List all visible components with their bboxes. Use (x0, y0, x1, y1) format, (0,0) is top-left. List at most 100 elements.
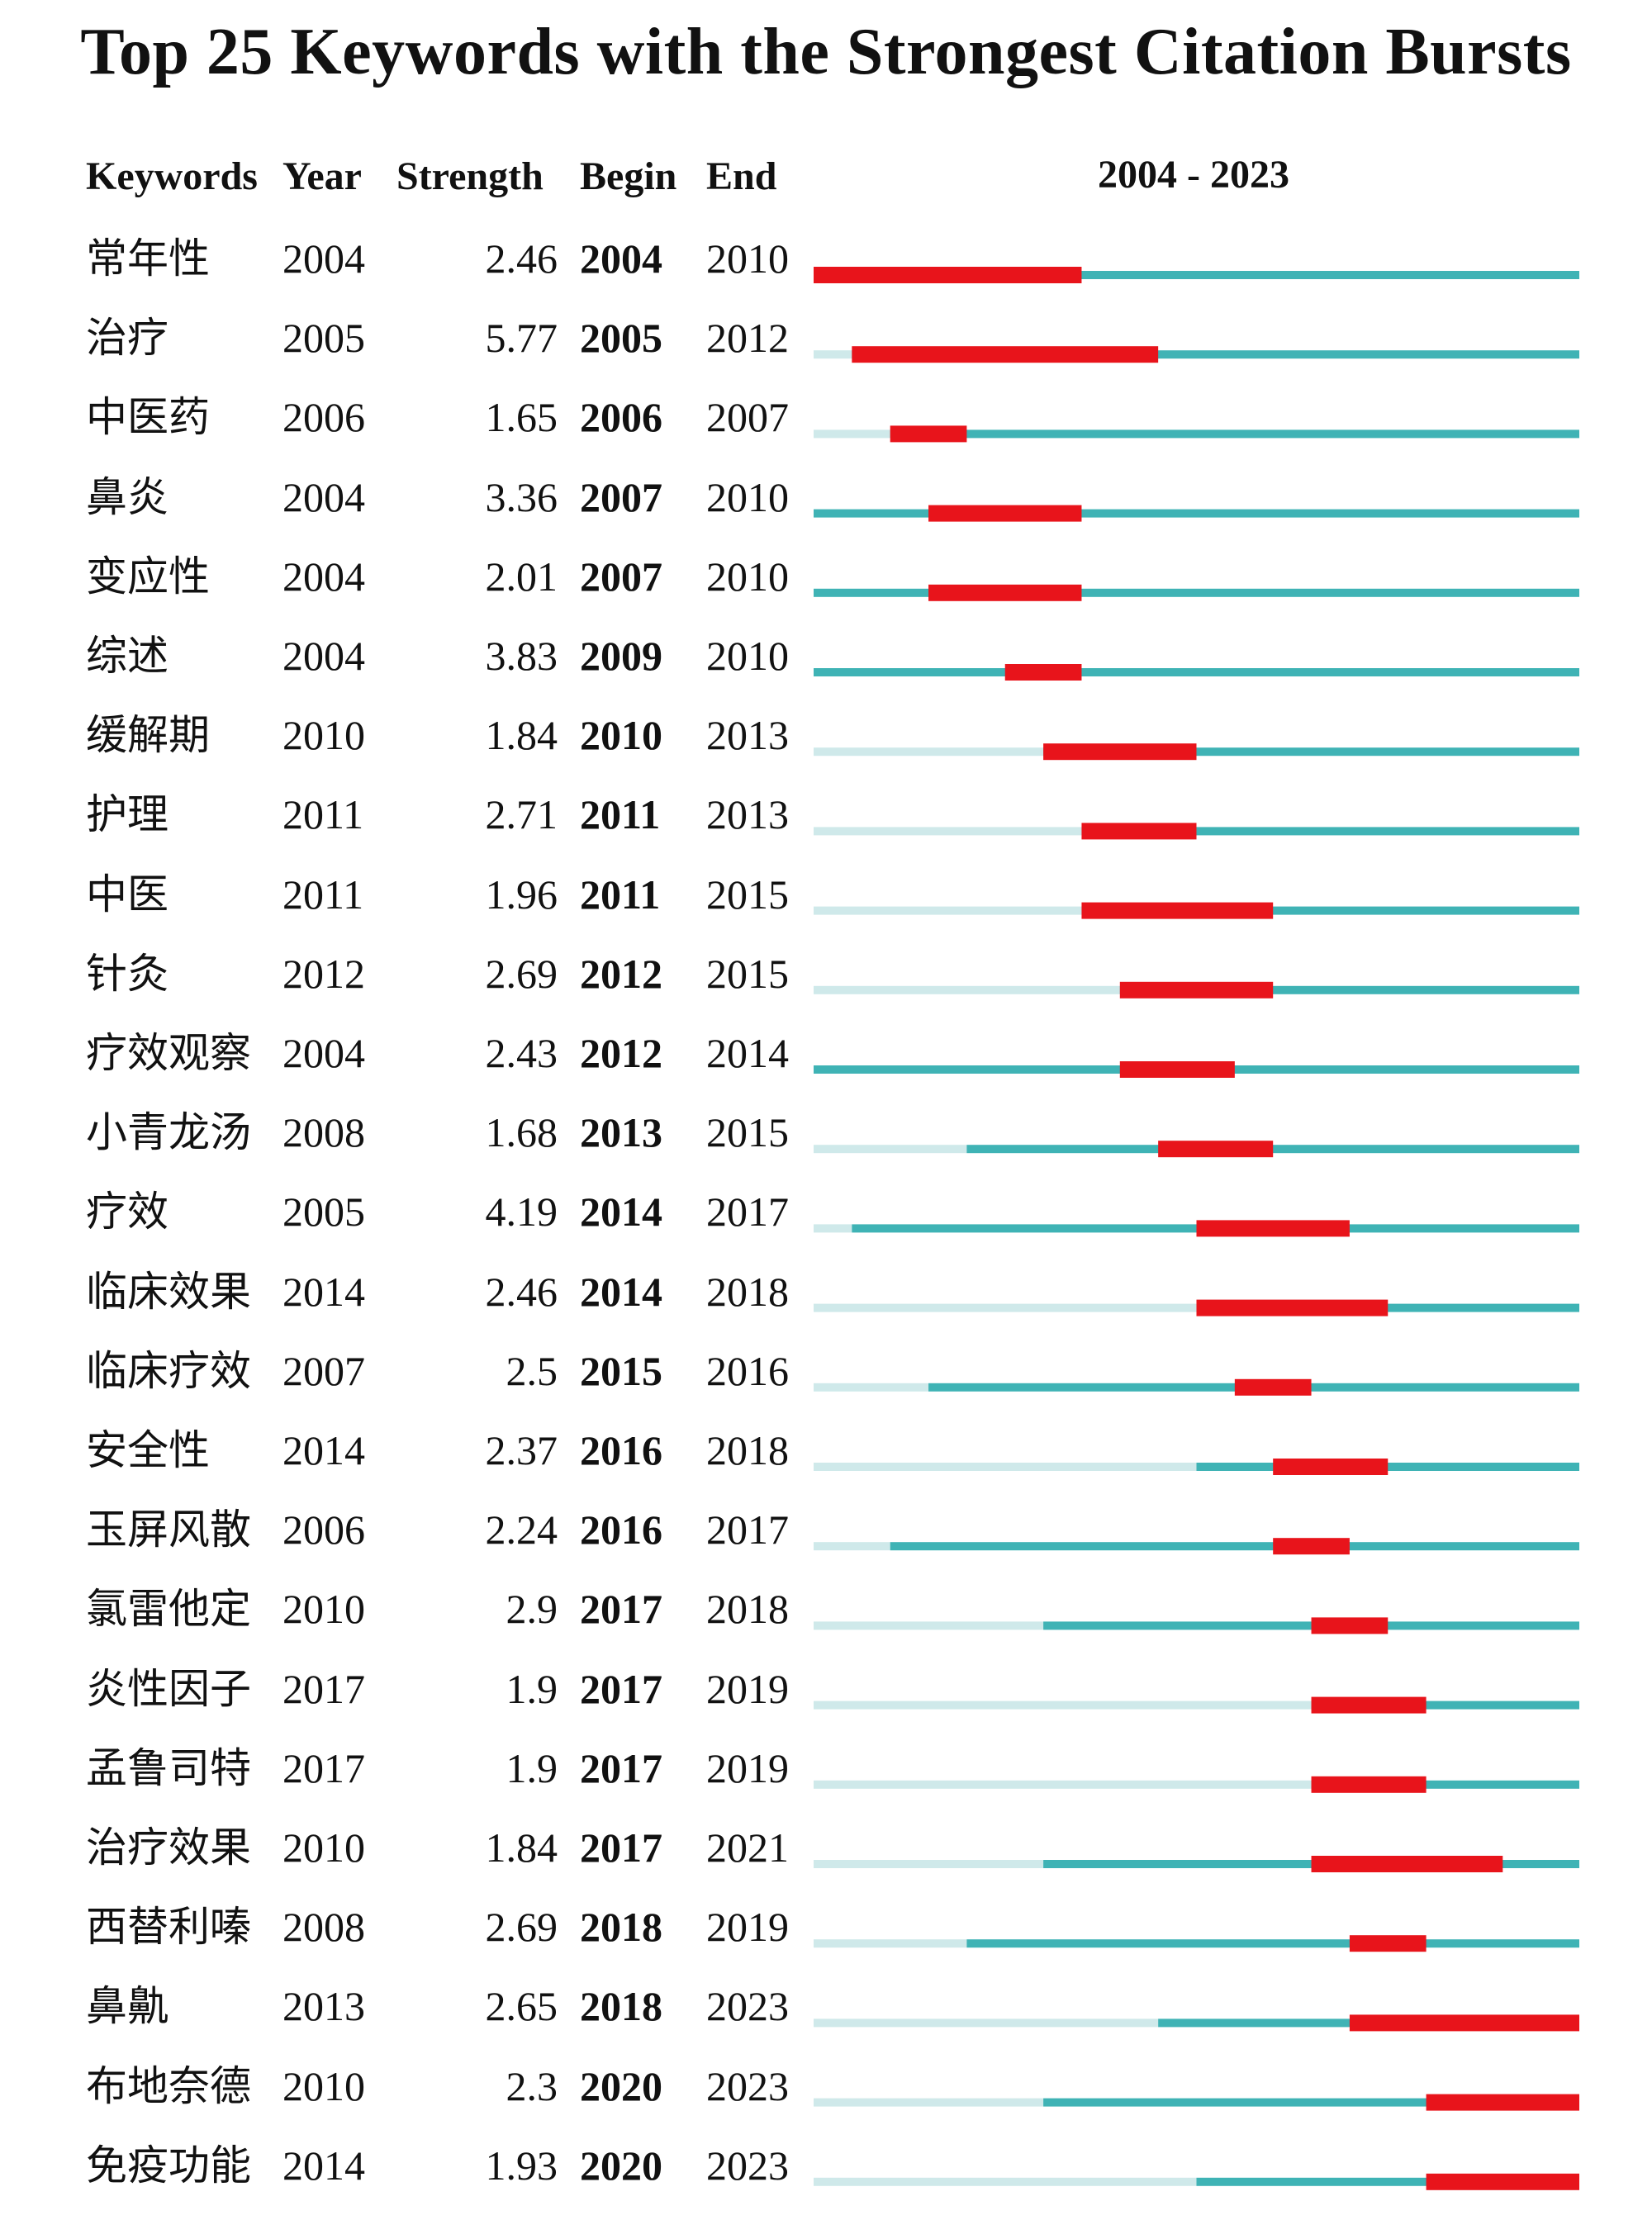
burst-bar (1081, 823, 1197, 840)
burst-bar (1119, 1061, 1235, 1078)
keyword-cell: 治疗 (86, 314, 169, 363)
begin-cell: 2011 (580, 870, 661, 918)
keyword-cell: 疗效 (86, 1188, 169, 1236)
strength-cell: 1.9 (506, 1665, 558, 1712)
begin-cell: 2012 (580, 950, 662, 997)
inactive-segment (814, 985, 1120, 994)
active-segment (1196, 2177, 1579, 2186)
inactive-segment (814, 1383, 929, 1392)
year-cell: 2005 (282, 1188, 365, 1236)
keyword-cell: 炎性因子 (86, 1664, 251, 1713)
end-cell: 2010 (706, 235, 789, 282)
end-cell: 2023 (706, 1983, 789, 2030)
strength-cell: 5.77 (485, 315, 558, 362)
burst-bar (1311, 1776, 1427, 1793)
inactive-segment (814, 2177, 1197, 2186)
year-cell: 2017 (282, 1744, 365, 1791)
table-row: 布地奈德 2010 2.3 2020 2023 (0, 2061, 1652, 2141)
keyword-cell: 安全性 (86, 1426, 210, 1474)
header-time-range: 2004 - 2023 (1098, 153, 1289, 197)
burst-bar (928, 584, 1082, 601)
inactive-segment (814, 827, 1082, 836)
active-segment (852, 350, 1579, 359)
burst-bar (1349, 1935, 1427, 1952)
burst-bar (1081, 902, 1274, 919)
burst-bar (1196, 1220, 1350, 1237)
table-row: 疗效观察 2004 2.43 2012 2014 (0, 1028, 1652, 1108)
inactive-segment (814, 350, 852, 359)
keyword-cell: 变应性 (86, 552, 210, 600)
keyword-cell: 治疗效果 (86, 1824, 251, 1871)
strength-cell: 1.65 (485, 394, 558, 441)
inactive-segment (814, 1621, 1044, 1630)
strength-cell: 2.46 (485, 1268, 558, 1315)
active-segment (1311, 1780, 1579, 1789)
table-row: 西替利嗪 2008 2.69 2018 2019 (0, 1902, 1652, 1981)
table-row: 安全性 2014 2.37 2016 2018 (0, 1425, 1652, 1505)
table-row: 鼻鼽 2013 2.65 2018 2023 (0, 1981, 1652, 2061)
begin-cell: 2011 (580, 791, 661, 838)
year-cell: 2007 (282, 1347, 365, 1394)
year-cell: 2010 (282, 712, 365, 759)
active-segment (1311, 1701, 1579, 1710)
burst-bar (1311, 1617, 1389, 1634)
year-cell: 2013 (282, 1983, 365, 2030)
active-segment (1081, 906, 1579, 915)
header-year: Year (282, 154, 362, 198)
table-row: 治疗效果 2010 1.84 2017 2021 (0, 1823, 1652, 1902)
table-row: 临床疗效 2007 2.5 2015 2016 (0, 1346, 1652, 1425)
active-segment (814, 271, 1579, 279)
inactive-segment (814, 1303, 1197, 1312)
active-segment (814, 509, 1579, 518)
table-row: 针灸 2012 2.69 2012 2015 (0, 949, 1652, 1028)
strength-cell: 2.01 (485, 553, 558, 600)
year-cell: 2008 (282, 1109, 365, 1156)
table-row: 常年性 2004 2.46 2004 2010 (0, 234, 1652, 313)
year-cell: 2008 (282, 1904, 365, 1951)
header-end: End (706, 154, 777, 198)
active-segment (890, 1542, 1579, 1551)
begin-cell: 2020 (580, 2062, 662, 2109)
begin-cell: 2016 (580, 1427, 662, 1473)
table-row: 综述 2004 3.83 2009 2010 (0, 631, 1652, 710)
year-cell: 2010 (282, 2062, 365, 2109)
strength-cell: 2.65 (485, 1983, 558, 2030)
keyword-cell: 鼻炎 (86, 472, 169, 521)
burst-bar (1043, 743, 1197, 761)
begin-cell: 2015 (580, 1347, 662, 1394)
table-row: 缓解期 2010 1.84 2010 2013 (0, 710, 1652, 790)
active-segment (966, 1939, 1579, 1948)
begin-cell: 2020 (580, 2142, 662, 2189)
inactive-segment (814, 747, 1044, 757)
active-segment (1119, 985, 1579, 994)
end-cell: 2017 (706, 1506, 789, 1554)
strength-cell: 1.9 (506, 1744, 558, 1791)
burst-bar (814, 267, 1082, 283)
strength-cell: 1.84 (485, 712, 558, 759)
burst-bar (1426, 2094, 1579, 2111)
end-cell: 2023 (706, 2062, 789, 2109)
begin-cell: 2013 (580, 1109, 662, 1156)
year-cell: 2004 (282, 553, 365, 600)
end-cell: 2023 (706, 2142, 789, 2189)
begin-cell: 2006 (580, 394, 662, 441)
burst-bar (890, 425, 967, 443)
strength-cell: 2.3 (506, 2062, 558, 2109)
year-cell: 2006 (282, 394, 365, 441)
keyword-cell: 西替利嗪 (86, 1903, 251, 1952)
header-begin: Begin (580, 154, 677, 198)
chart-title: Top 25 Keywords with the Strongest Citat… (80, 16, 1572, 88)
inactive-segment (814, 1145, 967, 1154)
begin-cell: 2018 (580, 1983, 662, 2030)
year-cell: 2014 (282, 2142, 365, 2189)
inactive-segment (814, 906, 1082, 915)
keyword-cell: 中医药 (86, 393, 210, 442)
end-cell: 2015 (706, 1109, 789, 1156)
year-cell: 2010 (282, 1824, 365, 1871)
table-row: 小青龙汤 2008 1.68 2013 2015 (0, 1108, 1652, 1187)
keyword-cell: 小青龙汤 (86, 1108, 251, 1157)
strength-cell: 2.37 (485, 1427, 558, 1473)
strength-cell: 2.46 (485, 235, 558, 282)
begin-cell: 2014 (580, 1188, 662, 1236)
end-cell: 2013 (706, 791, 789, 838)
